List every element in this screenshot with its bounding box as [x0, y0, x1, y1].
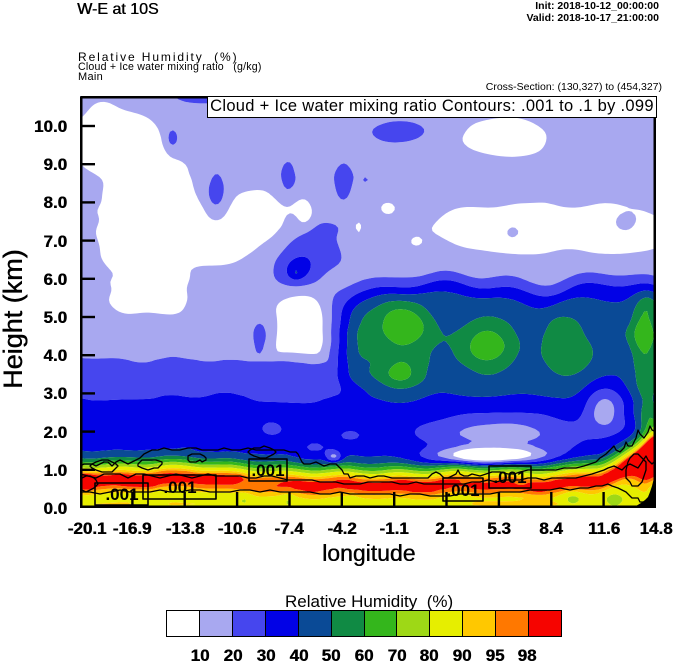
svg-text:.001: .001	[493, 468, 526, 487]
svg-text:.001: .001	[446, 481, 479, 500]
svg-text:.001: .001	[105, 485, 138, 504]
svg-text:.001: .001	[251, 461, 284, 480]
svg-text:.001: .001	[163, 478, 196, 497]
